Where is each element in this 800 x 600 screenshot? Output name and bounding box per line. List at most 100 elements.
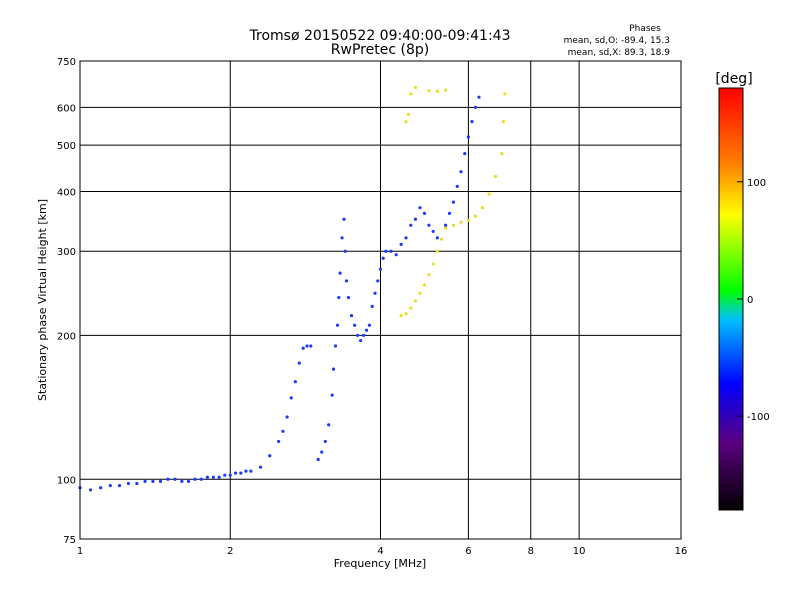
data-point [186,479,191,483]
data-point [500,152,504,156]
data-point [244,469,248,473]
data-point [443,226,448,230]
data-point [384,249,388,253]
data-point [331,367,336,371]
colorbar-tick-label: -100 [747,412,770,423]
data-point [293,380,297,384]
y-tick-label: 200 [57,331,76,342]
data-points [78,85,507,492]
data-point [427,223,431,227]
data-point [335,323,340,327]
data-point [234,471,238,475]
data-point [413,217,418,221]
data-point [117,484,122,488]
data-point [451,223,456,227]
data-point [337,295,341,300]
data-point [370,304,374,308]
chart-subtitle: RwPretec (8p) [331,42,429,58]
x-tick-label: 2 [227,546,233,557]
data-point [409,306,413,310]
colorbar-label: [deg] [715,71,752,87]
data-point [367,323,371,327]
phase-heading: Phases [629,24,661,34]
y-axis-label: Stationary phase Virtual Height [km] [36,199,49,401]
data-point [435,249,439,253]
data-point [394,253,398,257]
data-point [376,279,380,283]
phase-mean-o: mean, sd,O: -89.4, 15.3 [564,36,670,46]
data-point [473,105,478,109]
data-point [381,256,385,260]
y-tick-label: 75 [63,535,76,546]
data-point [404,120,408,124]
data-point [285,415,289,419]
data-point [389,249,393,253]
y-axis: 75 100 200 300 400 500 600 750 [57,57,76,546]
x-tick-label: 4 [377,546,383,557]
colorbar-ticks: 100 0 -100 [737,178,770,423]
data-point [342,217,346,221]
data-point [418,206,422,210]
data-point [223,473,227,477]
y-tick-label: 600 [57,103,76,114]
data-point [443,223,448,227]
data-point [333,344,338,348]
data-point [143,479,147,483]
x-tick-label: 8 [528,546,534,557]
x-tick-label: 10 [573,546,586,557]
data-point [466,218,470,223]
y-tick-label: 300 [57,247,76,258]
data-point [406,112,411,116]
data-point [443,88,448,92]
data-point [399,314,403,318]
data-point [297,361,301,365]
data-point [364,328,369,332]
data-point [480,206,484,210]
x-axis-label: Frequency [MHz] [334,557,426,570]
data-point [399,242,403,247]
data-point [356,333,360,337]
data-point [459,170,463,174]
x-tick-label: 16 [675,546,688,557]
plot-frame [79,60,682,540]
data-point [340,236,344,240]
y-tick-label: 500 [57,141,76,152]
data-point [126,481,130,486]
data-point [378,267,383,271]
data-point [359,339,363,343]
data-point [477,95,481,99]
data-point [503,92,507,96]
data-point [316,457,320,462]
data-point [439,237,444,241]
data-point [180,479,184,483]
data-point [470,120,474,124]
data-point [501,120,505,124]
data-point [463,152,467,156]
chart-title: Tromsø 20150522 09:40:00-09:41:43 [249,28,511,44]
data-point [427,89,431,93]
data-point [373,291,377,295]
data-point [409,223,413,227]
data-point [431,262,435,266]
data-point [258,465,263,469]
data-point [493,174,498,179]
data-point [353,323,357,327]
data-point [173,477,177,481]
data-point [108,484,112,488]
data-point [413,85,418,90]
data-point [344,279,349,283]
colorbar-tick-label: 100 [747,178,766,189]
data-point [99,486,103,490]
data-point [281,429,285,433]
data-point [301,346,305,350]
data-point [447,211,452,215]
data-point [427,273,431,277]
data-point [349,314,354,318]
data-point [473,214,478,218]
data-point [343,249,347,253]
data-point [455,184,459,188]
data-point [323,439,327,444]
data-point [320,450,324,454]
data-point [404,312,408,316]
